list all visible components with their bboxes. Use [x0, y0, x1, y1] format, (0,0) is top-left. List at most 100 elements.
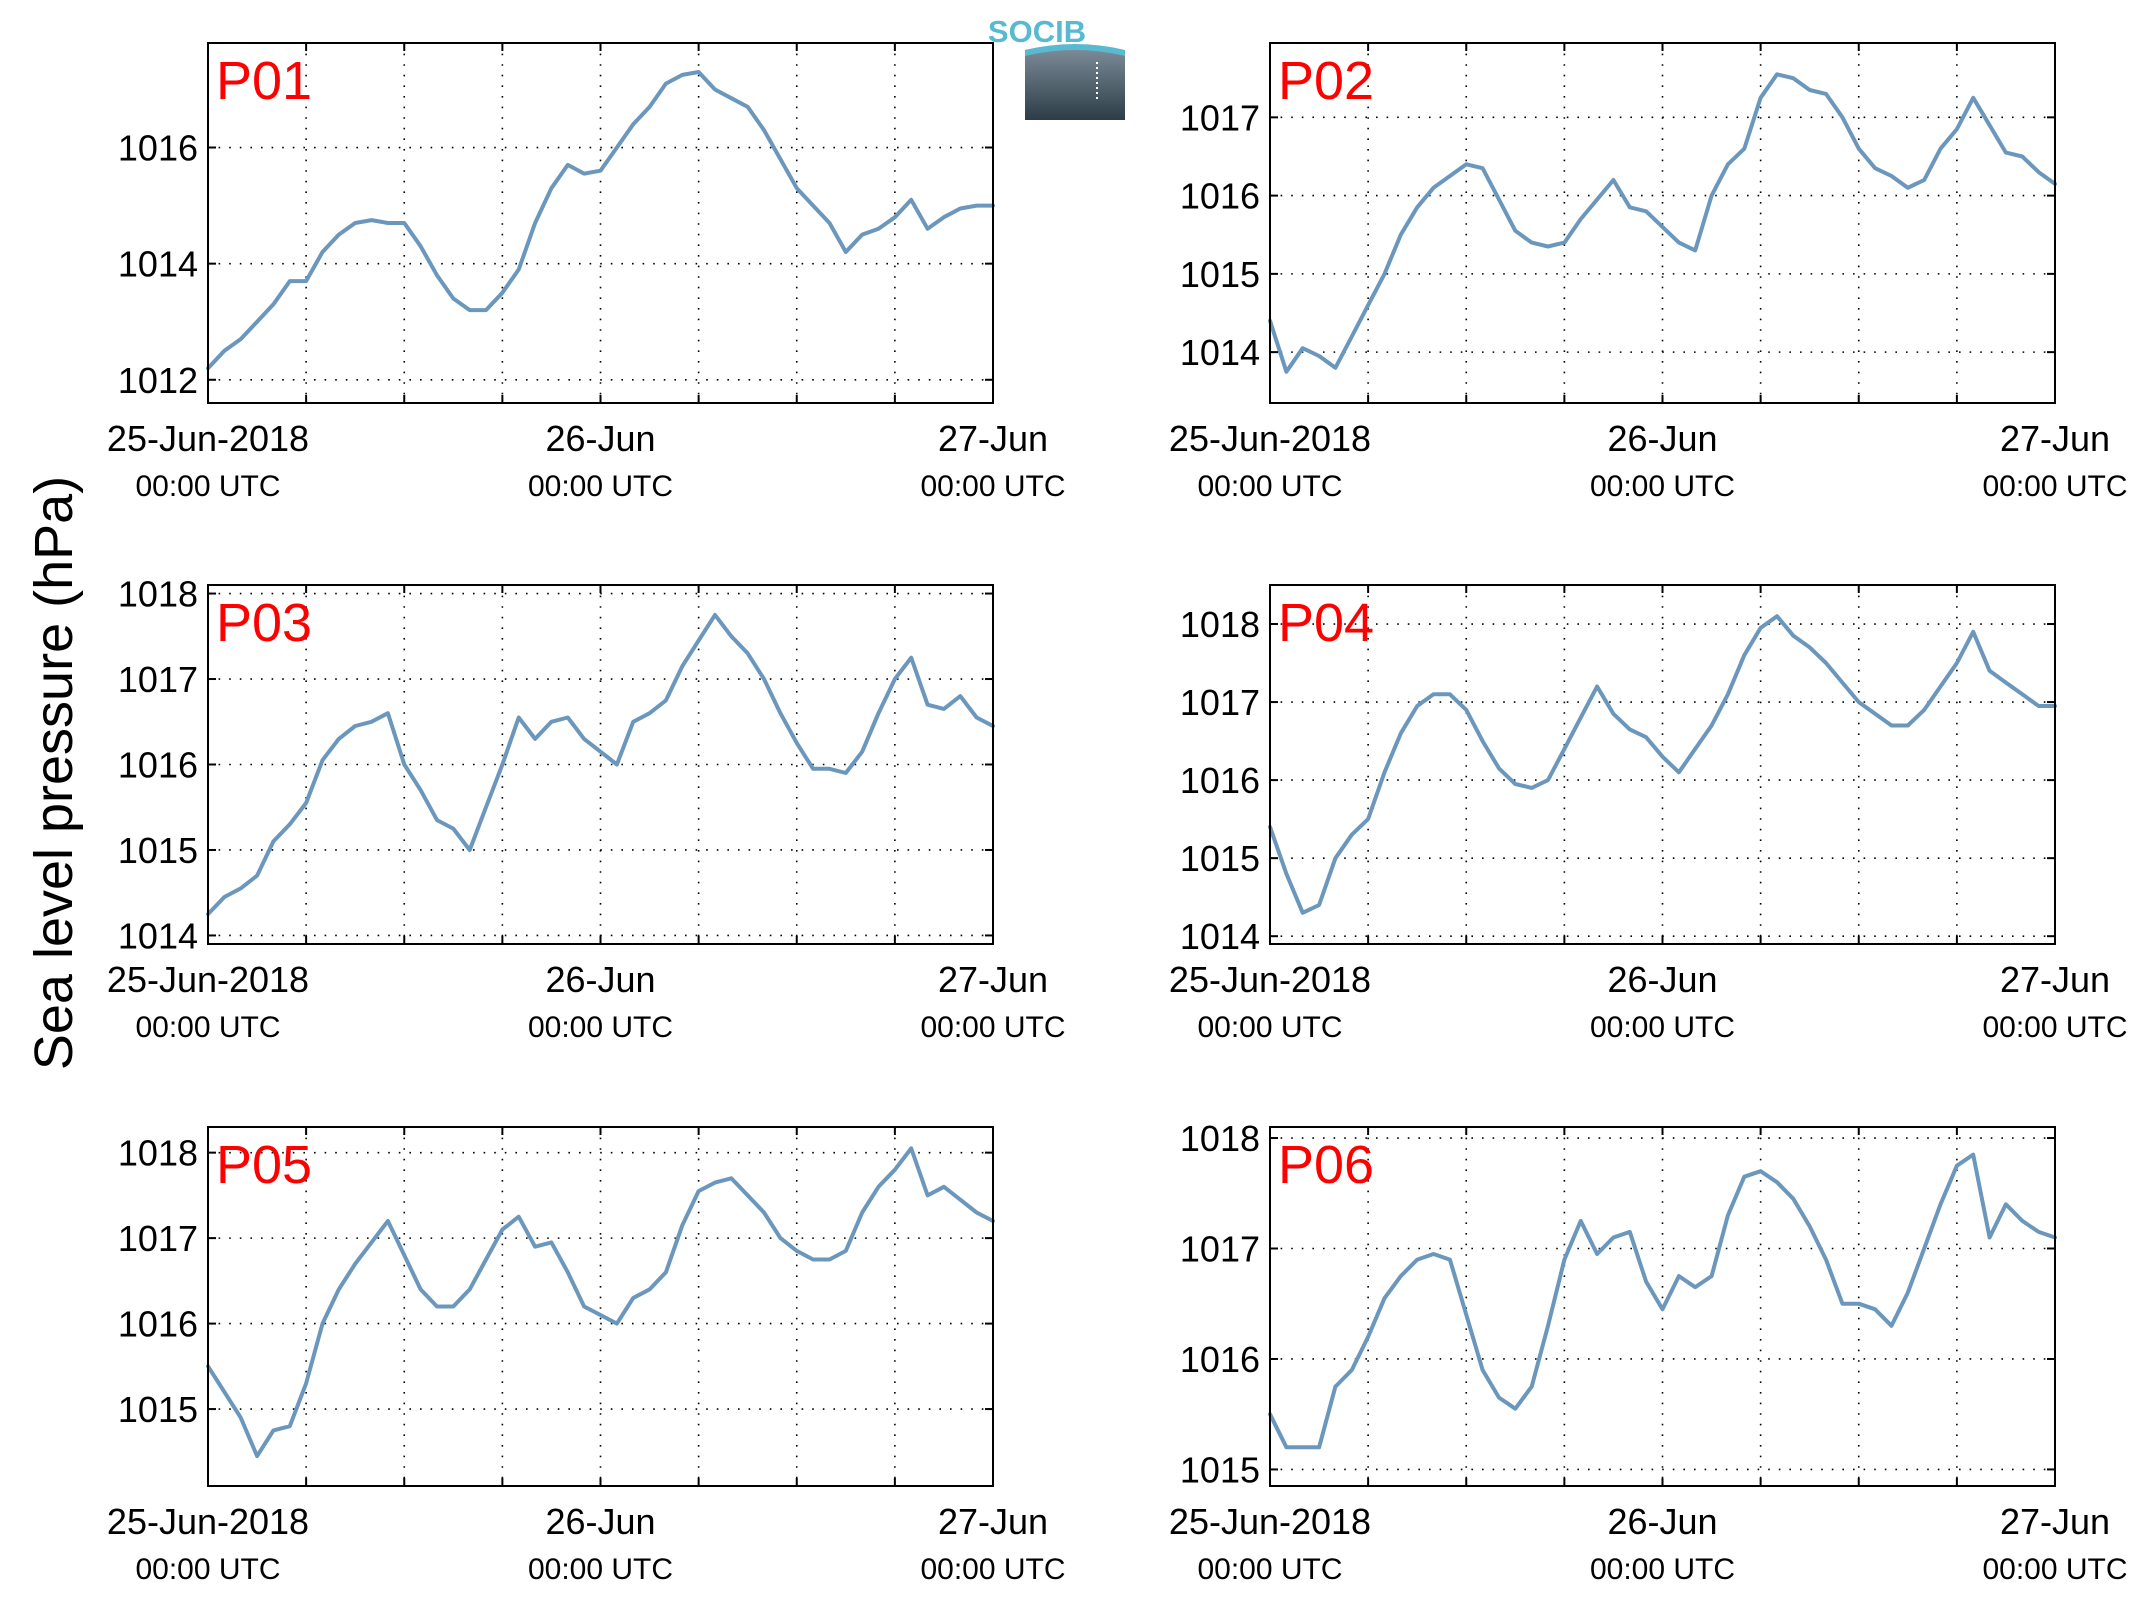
data-point — [1317, 1445, 1321, 1449]
series-line-p01 — [206, 70, 995, 371]
data-point — [1448, 174, 1452, 178]
y-tick-label: 1016 — [118, 1304, 198, 1345]
data-point — [402, 1253, 406, 1257]
data-point — [2037, 170, 2041, 174]
data-point — [1661, 1307, 1665, 1311]
data-point — [386, 221, 390, 225]
data-point — [1791, 76, 1795, 80]
logo-wave-block — [1025, 47, 1125, 120]
data-point — [1808, 1224, 1812, 1228]
data-point — [762, 1210, 766, 1214]
data-point — [1906, 723, 1910, 727]
x-tick-label-date: 27-Jun — [938, 418, 1048, 459]
data-point — [1317, 354, 1321, 358]
data-point — [2020, 1219, 2024, 1223]
data-point — [958, 206, 962, 210]
y-tick-label: 1016 — [118, 745, 198, 786]
y-tick-label: 1015 — [118, 830, 198, 871]
data-point — [1333, 856, 1337, 860]
data-point — [1497, 766, 1501, 770]
data-point — [746, 651, 750, 655]
x-tick-label-time: 00:00 UTC — [920, 470, 1065, 503]
data-point — [1579, 217, 1583, 221]
y-tick-label: 1016 — [1180, 176, 1260, 217]
x-tick-label-date: 25-Jun-2018 — [107, 418, 309, 459]
data-point — [1726, 1213, 1730, 1217]
data-point — [1775, 614, 1779, 618]
data-point — [1350, 334, 1354, 338]
data-point — [1677, 770, 1681, 774]
data-point — [1808, 88, 1812, 92]
data-point — [1595, 684, 1599, 688]
y-tick-label: 1017 — [118, 659, 198, 700]
x-tick-label-date: 26-Jun — [1607, 418, 1717, 459]
panel-p04: 1014 1015 1016 1017 1018 25-Jun-2018 00:00 UTC… — [1169, 584, 2128, 1044]
data-point — [844, 250, 848, 254]
data-point — [451, 827, 455, 831]
data-point — [680, 73, 684, 77]
data-point — [1791, 1197, 1795, 1201]
data-point — [2004, 151, 2008, 155]
x-tick-label-date: 26-Jun — [1607, 959, 1717, 1000]
x-tick-label-time: 00:00 UTC — [528, 1011, 673, 1044]
data-point — [778, 711, 782, 715]
data-point — [304, 801, 308, 805]
data-point — [1317, 903, 1321, 907]
data-point — [1873, 712, 1877, 716]
data-point — [1922, 1247, 1926, 1251]
data-point — [860, 233, 864, 237]
data-point — [239, 337, 243, 341]
data-point — [1382, 770, 1386, 774]
data-point — [648, 105, 652, 109]
data-point — [1382, 272, 1386, 276]
data-point — [1775, 72, 1779, 76]
data-point — [1481, 739, 1485, 743]
y-tick-label: 1016 — [1180, 760, 1260, 801]
series-line-p05 — [206, 1146, 995, 1459]
x-tick-label-time: 00:00 UTC — [135, 470, 280, 503]
data-point — [1611, 712, 1615, 716]
y-tick-label: 1018 — [118, 1133, 198, 1174]
x-tick-label-date: 25-Jun-2018 — [1169, 1501, 1371, 1542]
panel-p03: 1014 1015 1016 1017 1018 25-Jun-2018 00:00 UTC… — [107, 574, 1066, 1044]
data-point — [1710, 194, 1714, 198]
data-point — [1628, 727, 1632, 731]
data-point — [435, 818, 439, 822]
data-point — [320, 250, 324, 254]
data-point — [500, 1228, 504, 1232]
data-point — [631, 720, 635, 724]
data-point — [926, 1193, 930, 1197]
x-tick-label-date: 26-Jun — [545, 418, 655, 459]
y-tick-label: 1018 — [1180, 1118, 1260, 1159]
panel-p02: 1014 1015 1016 1017 25-Jun-2018 00:00 UTC 26-J… — [1169, 42, 2128, 503]
data-point — [909, 656, 913, 660]
data-point — [697, 1189, 701, 1193]
data-point — [1889, 723, 1893, 727]
data-point — [1350, 833, 1354, 837]
data-point — [1333, 1385, 1337, 1389]
data-point — [599, 1313, 603, 1317]
data-point — [1873, 1307, 1877, 1311]
data-point — [419, 1287, 423, 1291]
data-point — [500, 763, 504, 767]
data-point — [697, 70, 701, 74]
data-point — [1677, 241, 1681, 245]
x-tick-label-time: 00:00 UTC — [920, 1011, 1065, 1044]
data-point — [2020, 692, 2024, 696]
data-point — [746, 105, 750, 109]
data-point — [680, 664, 684, 668]
data-point — [811, 1257, 815, 1261]
data-point — [729, 96, 733, 100]
data-point — [1399, 731, 1403, 735]
data-point — [353, 1262, 357, 1266]
data-point — [1611, 178, 1615, 182]
data-point — [1922, 178, 1926, 182]
data-point — [1824, 92, 1828, 96]
data-point — [222, 349, 226, 353]
data-point — [582, 1305, 586, 1309]
data-point — [1742, 147, 1746, 151]
data-point — [1546, 1324, 1550, 1328]
data-point — [778, 1236, 782, 1240]
data-point — [468, 848, 472, 852]
